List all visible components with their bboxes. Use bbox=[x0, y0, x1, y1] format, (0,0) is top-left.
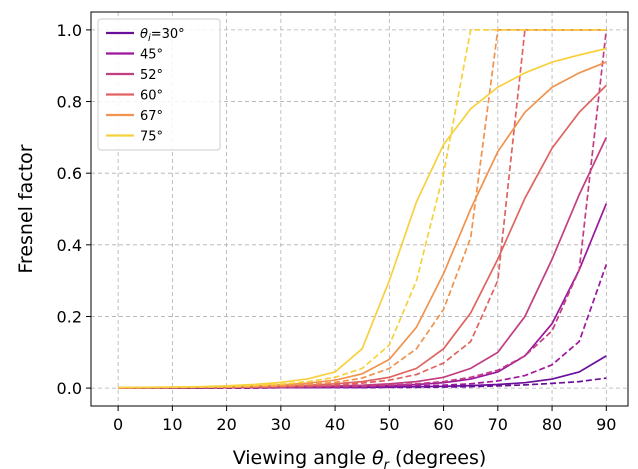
x-tick-label: 0 bbox=[113, 415, 123, 434]
series-2-solid-line bbox=[118, 137, 608, 389]
legend-label: θi=30° bbox=[140, 27, 185, 44]
series-1-solid-line bbox=[118, 203, 608, 389]
x-tick-label: 60 bbox=[433, 415, 453, 434]
legend-label: 67° bbox=[140, 109, 163, 124]
x-tick-label: 30 bbox=[271, 415, 291, 434]
x-axis-label: Viewing angle θr (degrees) bbox=[233, 447, 487, 469]
y-tick-label: 1.0 bbox=[57, 21, 82, 40]
x-axis-label-symbol: θ bbox=[372, 447, 384, 469]
x-tick-label: 40 bbox=[325, 415, 345, 434]
plot-frame bbox=[90, 11, 629, 407]
x-tick-label: 80 bbox=[542, 415, 562, 434]
series-5-solid-line bbox=[118, 47, 607, 389]
y-tick-label: 0.0 bbox=[57, 379, 82, 398]
x-tick-label: 10 bbox=[162, 415, 182, 434]
x-tick-label: 90 bbox=[596, 415, 616, 434]
legend-label: 45° bbox=[140, 48, 163, 63]
y-tick-label: 0.2 bbox=[57, 307, 82, 326]
y-axis-label: Fresnel factor bbox=[15, 144, 37, 273]
legend-label: 52° bbox=[140, 68, 163, 83]
x-axis-label-prefix: Viewing angle bbox=[233, 447, 372, 469]
x-tick-label: 70 bbox=[488, 415, 508, 434]
legend-box bbox=[97, 18, 221, 151]
y-tick-label: 0.6 bbox=[57, 164, 82, 183]
axis-ticks: 0 10 20 30 40 50 60 70 80 90 0.0 0.2 0.4 0.6 0.8 1.0 bbox=[57, 21, 617, 434]
y-tick-label: 0.4 bbox=[57, 236, 82, 255]
legend-label: 75° bbox=[140, 130, 163, 145]
x-axis-label-suffix: (degrees) bbox=[389, 447, 486, 469]
x-axis-label-subscript: r bbox=[384, 458, 391, 469]
grid bbox=[91, 12, 628, 406]
x-tick-label: 20 bbox=[216, 415, 236, 434]
x-tick-label: 50 bbox=[379, 415, 399, 434]
series-1-dashed-line bbox=[118, 264, 608, 389]
legend: θi=30° 45° 52° 60° 67° 75° bbox=[97, 18, 221, 151]
legend-label: 60° bbox=[140, 89, 163, 104]
y-tick-label: 0.8 bbox=[57, 93, 82, 112]
series-lines bbox=[118, 29, 608, 389]
